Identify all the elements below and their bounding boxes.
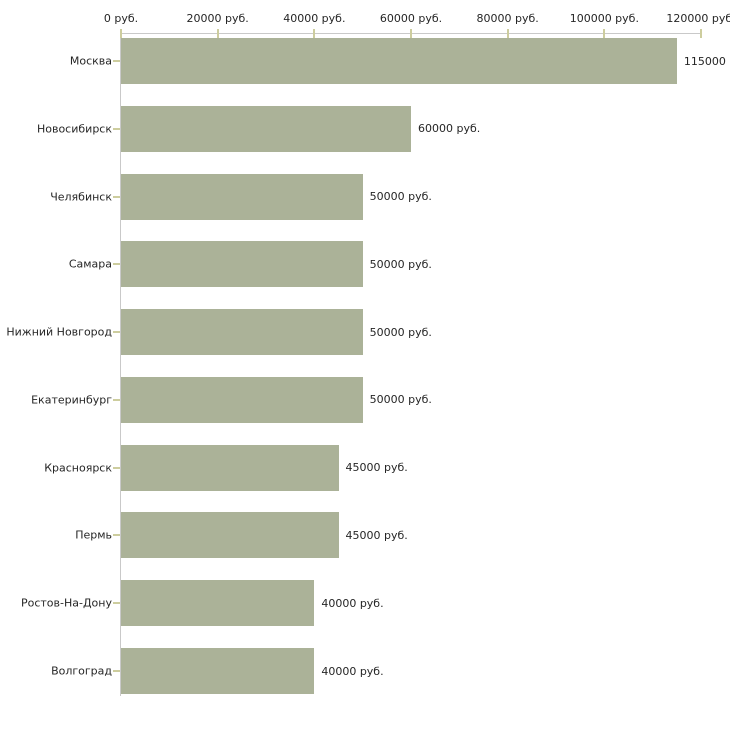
bar-row: Новосибирск 60000 руб.	[37, 105, 701, 152]
category-label: Новосибирск	[36, 122, 112, 136]
category-label: Самара	[68, 257, 112, 271]
bar-row: Волгоград 40000 руб.	[51, 648, 701, 695]
x-axis-tick-mark	[410, 29, 412, 38]
value-label: 50000 руб.	[369, 393, 432, 407]
x-axis-tick-mark	[603, 29, 606, 38]
bar	[121, 580, 315, 627]
bar-row: Ростов-На-Дону 40000 руб.	[21, 580, 701, 627]
x-axis-tick-label: 80000 руб.	[476, 12, 539, 25]
value-label: 50000 руб.	[369, 190, 432, 204]
y-axis-tick-mark	[113, 331, 120, 334]
bar	[121, 173, 363, 220]
bar	[121, 648, 315, 695]
bar-row: Красноярск 45000 руб.	[44, 444, 701, 491]
value-label: 40000 руб.	[321, 596, 384, 610]
bar	[121, 105, 411, 152]
bar	[121, 309, 363, 356]
x-axis-tick-mark	[120, 29, 122, 38]
x-axis-tick-label: 100000 руб.	[569, 12, 639, 25]
category-label: Екатеринбург	[31, 393, 112, 407]
category-label: Челябинск	[50, 190, 112, 204]
value-label: 115000 руб.	[683, 54, 730, 68]
category-label: Ростов-На-Дону	[20, 596, 112, 610]
x-axis-tick-label: 40000 руб.	[283, 12, 346, 25]
x-axis-tick-mark	[700, 29, 702, 38]
y-axis-tick-mark	[113, 466, 120, 469]
y-axis-tick-mark	[113, 398, 120, 401]
value-label: 50000 руб.	[369, 257, 432, 271]
x-axis-tick-mark	[313, 29, 316, 38]
x-axis-tick-label: 120000 руб.	[666, 12, 730, 25]
value-label: 50000 руб.	[369, 325, 432, 339]
x-axis-tick-mark	[216, 29, 219, 38]
y-axis-tick-mark	[113, 534, 120, 537]
y-axis-tick-mark	[113, 602, 120, 605]
bar-row: Москва 115000 руб.	[70, 38, 730, 84]
y-axis-tick-mark	[113, 195, 120, 198]
y-axis-tick-mark	[113, 263, 120, 266]
category-label: Волгоград	[51, 664, 112, 678]
bar	[121, 241, 363, 288]
value-label: 45000 руб.	[345, 461, 408, 475]
x-axis-tick-label: 20000 руб.	[186, 12, 249, 25]
y-axis-tick-mark	[113, 670, 120, 673]
x-axis-tick-label: 60000 руб.	[379, 12, 443, 25]
x-axis-tick-label: 0 руб.	[103, 12, 139, 25]
value-label: 40000 руб.	[321, 664, 384, 678]
x-axis-tick-mark	[506, 29, 509, 38]
bar-row: Екатеринбург 50000 руб.	[31, 376, 701, 423]
value-label: 60000 руб.	[418, 122, 481, 136]
bar	[121, 444, 339, 491]
category-label: Москва	[69, 54, 112, 68]
bar	[121, 512, 339, 559]
bar-row: Нижний Новгород 50000 руб.	[6, 309, 701, 356]
bar	[121, 376, 363, 423]
y-axis-tick-mark	[113, 60, 120, 62]
plot-area: 0 руб. 20000 руб. 40000 руб. 60000 руб. 8000…	[6, 12, 730, 696]
value-label: 45000 руб.	[345, 528, 408, 542]
category-label: Пермь	[75, 528, 112, 542]
y-axis-tick-mark	[113, 127, 120, 130]
category-label: Нижний Новгород	[6, 325, 112, 339]
bar-row: Самара 50000 руб.	[69, 241, 701, 288]
bar	[121, 38, 677, 84]
category-label: Красноярск	[44, 461, 112, 475]
bar-row: Челябинск 50000 руб.	[50, 173, 701, 220]
bar-row: Пермь 45000 руб.	[75, 512, 701, 559]
